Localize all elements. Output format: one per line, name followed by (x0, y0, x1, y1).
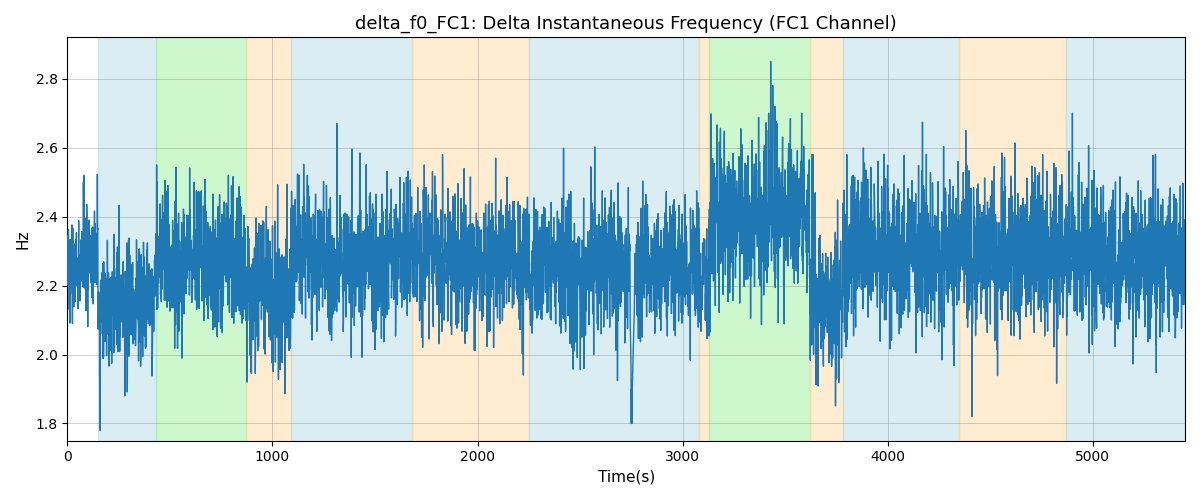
Bar (412, 38, 529, 440)
Bar (810, 38, 842, 440)
X-axis label: Time(s): Time(s) (598, 470, 655, 485)
Bar (698, 38, 709, 440)
Bar (98, 38, 156, 440)
Bar (290, 38, 412, 440)
Bar (842, 38, 960, 440)
Bar (1066, 38, 1186, 440)
Bar (156, 38, 246, 440)
Bar (960, 38, 1066, 440)
Bar (246, 38, 290, 440)
Bar (709, 38, 810, 440)
Title: delta_f0_FC1: Delta Instantaneous Frequency (FC1 Channel): delta_f0_FC1: Delta Instantaneous Freque… (355, 15, 898, 34)
Y-axis label: Hz: Hz (16, 230, 30, 249)
Bar (529, 38, 698, 440)
